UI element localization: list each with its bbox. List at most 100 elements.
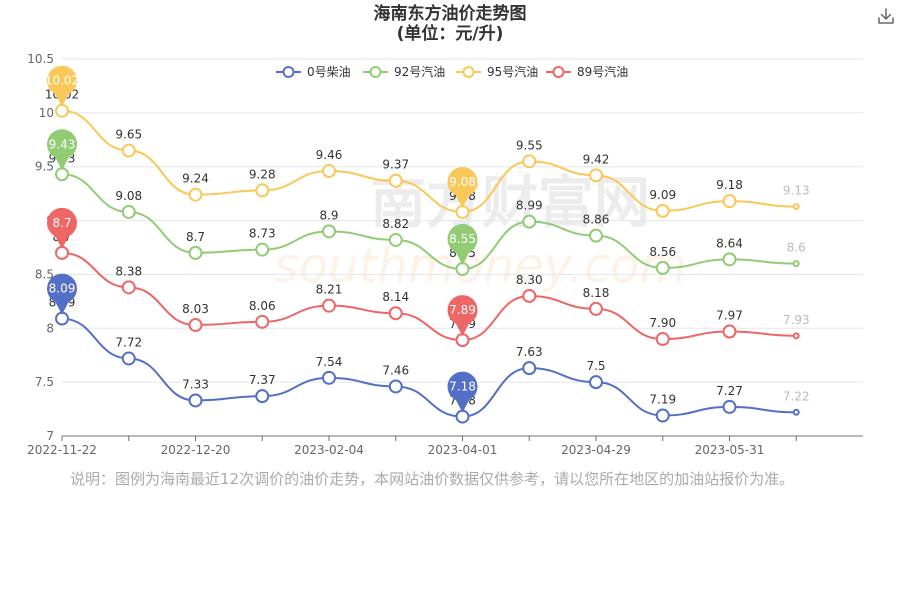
data-point[interactable] — [388, 379, 403, 394]
data-label: 9.28 — [249, 167, 276, 181]
data-label: 8.64 — [716, 236, 743, 250]
data-point[interactable] — [388, 232, 403, 247]
data-point[interactable] — [792, 332, 800, 340]
data-point[interactable] — [121, 204, 136, 219]
data-point[interactable] — [255, 242, 270, 257]
x-tick-label: 2022-11-22 — [27, 443, 97, 457]
marker-pin-label: 7.18 — [449, 380, 476, 394]
marker-pin: 8.7 — [47, 207, 77, 249]
data-point[interactable] — [792, 203, 800, 211]
data-point[interactable] — [722, 399, 737, 414]
x-tick-label: 2023-02-04 — [294, 443, 364, 457]
data-point[interactable] — [188, 245, 203, 260]
footnote: 说明：图例为海南最近12次调价的油价走势，本网站油价数据仅供参考，请以您所在地区… — [70, 470, 795, 488]
marker-pin-label: 7.89 — [449, 303, 476, 317]
marker-pin: 10.02 — [45, 65, 79, 107]
legend-item[interactable]: 92号汽油 — [363, 64, 445, 79]
data-point[interactable] — [655, 408, 670, 423]
data-point[interactable] — [188, 318, 203, 333]
data-label: 8.21 — [316, 283, 343, 297]
legend-label: 89号汽油 — [577, 64, 628, 79]
data-point[interactable] — [522, 214, 537, 229]
marker-pin: 9.43 — [47, 129, 77, 171]
data-point[interactable] — [589, 228, 603, 243]
data-label: 9.08 — [115, 189, 142, 203]
data-label: 9.55 — [516, 138, 543, 152]
data-point[interactable] — [792, 408, 800, 416]
data-point[interactable] — [522, 361, 537, 376]
y-tick-label: 10 — [39, 106, 54, 120]
watermark-cn: 南方财富网 — [370, 171, 650, 236]
data-label: 7.27 — [716, 384, 743, 398]
marker-pin-label: 9.08 — [449, 175, 476, 189]
data-point[interactable] — [121, 351, 136, 366]
data-label: 9.09 — [649, 188, 676, 202]
data-label: 8.82 — [382, 217, 409, 231]
marker-pin: 7.89 — [447, 295, 478, 337]
y-tick-label: 8 — [46, 321, 54, 335]
data-point[interactable] — [522, 288, 537, 303]
data-label: 7.33 — [182, 377, 209, 391]
data-point[interactable] — [322, 370, 336, 385]
data-point[interactable] — [121, 143, 136, 158]
markers: 8.09 7.18 9.43 8.55 10.02 9.08 8.7 7.89 — [45, 65, 478, 413]
data-point[interactable] — [188, 393, 203, 408]
data-point[interactable] — [322, 164, 336, 179]
data-label: 8.14 — [382, 290, 409, 304]
data-point[interactable] — [655, 332, 670, 347]
data-label: 8.9 — [319, 208, 338, 222]
legend-item[interactable]: 89号汽油 — [546, 64, 628, 79]
data-labels: 8.09 7.72 7.33 7.37 7.54 7.46 7.18 7.63 7.5 7.19 7… — [45, 88, 810, 408]
data-point[interactable] — [322, 224, 336, 239]
x-tick-label: 2023-04-29 — [561, 443, 631, 457]
legend-label: 92号汽油 — [394, 64, 445, 79]
y-tick-label: 7 — [46, 429, 54, 443]
data-label: 8.30 — [516, 273, 543, 287]
marker-pin-label: 8.09 — [49, 282, 76, 296]
data-label: 8.6 — [787, 241, 806, 255]
data-point[interactable] — [255, 314, 270, 329]
data-point[interactable] — [589, 168, 603, 183]
data-point[interactable] — [121, 280, 136, 295]
data-label: 8.18 — [583, 286, 610, 300]
data-point[interactable] — [589, 375, 603, 390]
data-label: 8.56 — [649, 245, 676, 259]
data-label: 7.37 — [249, 373, 276, 387]
data-point[interactable] — [792, 260, 800, 268]
data-label: 7.54 — [316, 355, 343, 369]
data-point[interactable] — [388, 306, 403, 321]
legend-label: 0号柴油 — [307, 65, 351, 79]
x-tick-label: 2023-04-01 — [428, 443, 498, 457]
legend-item[interactable]: 95号汽油 — [456, 64, 538, 79]
marker-pin-label: 8.55 — [449, 232, 476, 246]
data-point[interactable] — [255, 389, 270, 404]
data-label: 9.13 — [783, 184, 810, 198]
legend-item[interactable]: 0号柴油 — [276, 65, 351, 79]
data-label: 8.7 — [186, 230, 205, 244]
data-label: 8.38 — [115, 264, 142, 278]
data-point[interactable] — [188, 187, 203, 202]
download-icon[interactable] — [876, 6, 896, 26]
data-point[interactable] — [522, 154, 537, 169]
data-label: 7.72 — [115, 335, 142, 349]
data-point[interactable] — [655, 203, 670, 218]
series-line — [61, 109, 797, 213]
data-label: 9.37 — [382, 158, 409, 172]
data-label: 7.63 — [516, 345, 543, 359]
data-point[interactable] — [722, 252, 737, 267]
data-label: 8.99 — [516, 199, 543, 213]
y-tick-label: 10.5 — [27, 52, 54, 66]
data-point[interactable] — [388, 173, 403, 188]
data-point[interactable] — [722, 194, 737, 209]
data-point[interactable] — [655, 260, 670, 275]
data-point[interactable] — [255, 183, 270, 198]
axes: 77.588.599.51010.52022-11-222022-12-2020… — [27, 52, 863, 457]
data-point[interactable] — [589, 301, 603, 316]
data-label: 7.19 — [649, 393, 676, 407]
data-label: 8.73 — [249, 227, 276, 241]
marker-pin: 8.55 — [447, 224, 478, 266]
data-point[interactable] — [722, 324, 737, 339]
legend-label: 95号汽油 — [487, 64, 538, 79]
data-point[interactable] — [322, 298, 336, 313]
